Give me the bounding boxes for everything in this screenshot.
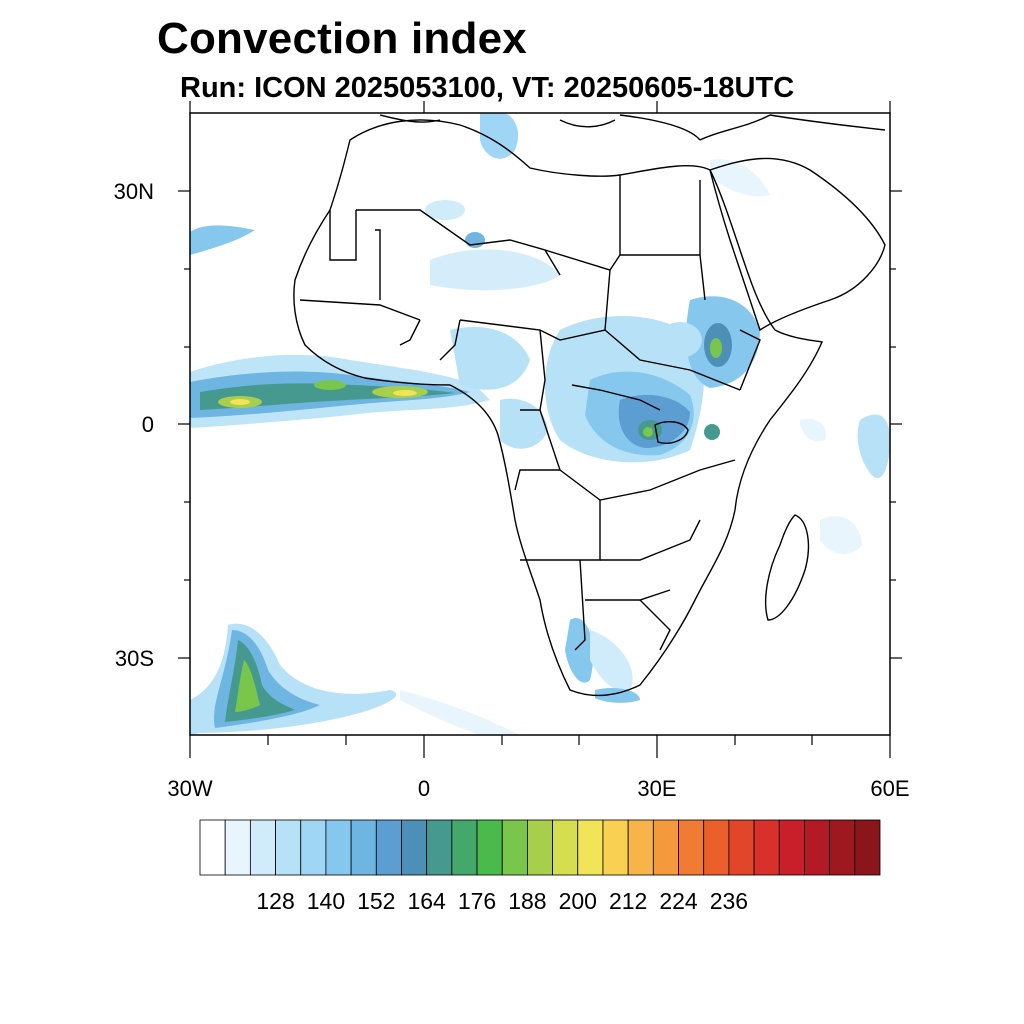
colorbar-swatch bbox=[678, 819, 705, 876]
axis-ticks bbox=[178, 101, 902, 758]
chart-title: Convection index bbox=[157, 14, 527, 63]
colorbar-swatch bbox=[199, 819, 226, 876]
colorbar-tick-label: 224 bbox=[659, 888, 698, 914]
coastlines bbox=[293, 114, 886, 697]
colorbar-swatch bbox=[451, 819, 478, 876]
colorbar-swatch bbox=[476, 819, 503, 876]
lon-label-0: 0 bbox=[417, 776, 431, 801]
colorbar-swatch bbox=[602, 819, 629, 876]
colorbar-swatch bbox=[703, 819, 730, 876]
colorbar-swatch bbox=[325, 819, 352, 876]
colorbar-swatch bbox=[577, 819, 604, 876]
colorbar-tick-label: 164 bbox=[407, 888, 446, 914]
colorbar-tick-label: 152 bbox=[357, 888, 396, 914]
colorbar-swatch bbox=[275, 819, 302, 876]
colorbar-swatch bbox=[552, 819, 579, 876]
lat-label-0: 0 bbox=[141, 412, 154, 437]
colorbar-swatch bbox=[224, 819, 251, 876]
colorbar-tick-label: 140 bbox=[306, 888, 346, 914]
colorbar-swatch bbox=[753, 819, 780, 876]
colorbar-swatch bbox=[375, 819, 402, 876]
chart-subtitle: Run: ICON 2025053100, VT: 20250605-18UTC bbox=[180, 72, 795, 104]
colorbar-swatch bbox=[829, 819, 856, 876]
colorbar bbox=[199, 819, 881, 876]
convection-field bbox=[190, 113, 890, 735]
colorbar-swatch bbox=[804, 819, 831, 876]
colorbar-tick-label: 128 bbox=[256, 888, 295, 914]
colorbar-tick-label: 176 bbox=[457, 888, 497, 914]
colorbar-tick-label: 200 bbox=[558, 888, 597, 914]
colorbar-swatch bbox=[778, 819, 805, 876]
colorbar-swatch bbox=[401, 819, 428, 876]
colorbar-swatch bbox=[350, 819, 377, 876]
colorbar-swatch bbox=[527, 819, 553, 876]
lon-label-60e: 60E bbox=[870, 776, 910, 801]
colorbar-tick-label: 188 bbox=[508, 888, 547, 914]
lon-label-30w: 30W bbox=[167, 776, 213, 801]
colorbar-swatch bbox=[854, 819, 881, 876]
lat-label-30s: 30S bbox=[114, 646, 154, 671]
colorbar-swatch bbox=[627, 819, 654, 876]
colorbar-swatch bbox=[300, 819, 327, 876]
colorbar-tick-label: 212 bbox=[608, 888, 648, 914]
colorbar-swatch bbox=[426, 819, 453, 876]
colorbar-swatch bbox=[652, 819, 679, 876]
colorbar-swatch bbox=[728, 819, 755, 876]
colorbar-swatch bbox=[501, 819, 528, 876]
lon-label-30e: 30E bbox=[637, 776, 677, 801]
colorbar-tick-label: 236 bbox=[709, 888, 749, 914]
colorbar-swatch bbox=[249, 819, 276, 876]
lat-label-30n: 30N bbox=[113, 179, 154, 204]
